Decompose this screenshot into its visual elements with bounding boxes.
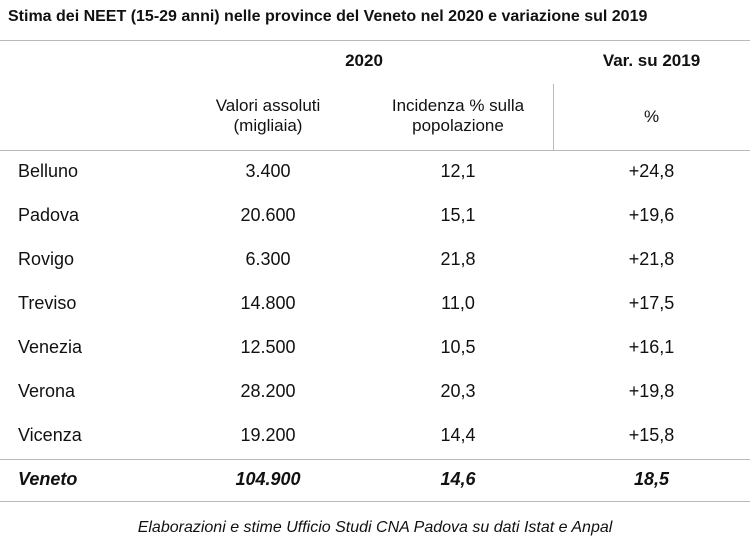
- source-note: Elaborazioni e stime Ufficio Studi CNA P…: [137, 519, 613, 536]
- row-provincia: Treviso: [18, 293, 77, 313]
- header-var-percent: %: [643, 107, 660, 126]
- row-incidenza: 11,0: [441, 293, 475, 313]
- row-provincia: Verona: [18, 381, 76, 401]
- row-valori: 28.200: [240, 381, 296, 401]
- row-incidenza: 14,4: [440, 425, 476, 445]
- row-valori: 14.800: [240, 293, 296, 313]
- row-variazione: +19,6: [628, 205, 675, 225]
- row-incidenza: 20,3: [440, 381, 476, 401]
- header-rule: [0, 150, 750, 151]
- row-provincia: Vicenza: [18, 425, 82, 445]
- row-variazione: +24,8: [628, 161, 675, 181]
- row-incidenza: 10,5: [440, 337, 476, 357]
- header-column-divider: [553, 84, 554, 150]
- total-variazione: 18,5: [633, 469, 670, 489]
- bottom-rule: [0, 501, 750, 502]
- row-variazione: +16,1: [628, 337, 675, 357]
- header-valori-assoluti: Valori assoluti (migliaia): [215, 96, 321, 135]
- row-incidenza: 15,1: [440, 205, 476, 225]
- header-incidenza: Incidenza % sulla popolazione: [391, 96, 525, 135]
- header-group-2020: 2020: [345, 51, 383, 70]
- total-incidenza: 14,6: [440, 469, 476, 489]
- row-valori: 20.600: [240, 205, 296, 225]
- row-provincia: Venezia: [18, 337, 83, 357]
- row-incidenza: 21,8: [440, 249, 476, 269]
- row-provincia: Padova: [18, 205, 80, 225]
- total-valori: 104.900: [235, 469, 301, 489]
- row-variazione: +19,8: [628, 381, 675, 401]
- row-provincia: Rovigo: [18, 249, 75, 269]
- row-incidenza: 12,1: [440, 161, 476, 181]
- total-provincia: Veneto: [18, 469, 78, 489]
- top-rule: [0, 40, 750, 41]
- row-variazione: +21,8: [628, 249, 675, 269]
- table-title: Stima dei NEET (15-29 anni) nelle provin…: [8, 8, 648, 25]
- row-valori: 12.500: [240, 337, 296, 357]
- row-provincia: Belluno: [18, 161, 79, 181]
- row-variazione: +17,5: [628, 293, 675, 313]
- row-valori: 6.300: [245, 249, 291, 269]
- row-valori: 3.400: [245, 161, 291, 181]
- total-rule: [0, 459, 750, 460]
- row-variazione: +15,8: [628, 425, 675, 445]
- row-valori: 19.200: [240, 425, 296, 445]
- header-group-variation: Var. su 2019: [602, 51, 701, 70]
